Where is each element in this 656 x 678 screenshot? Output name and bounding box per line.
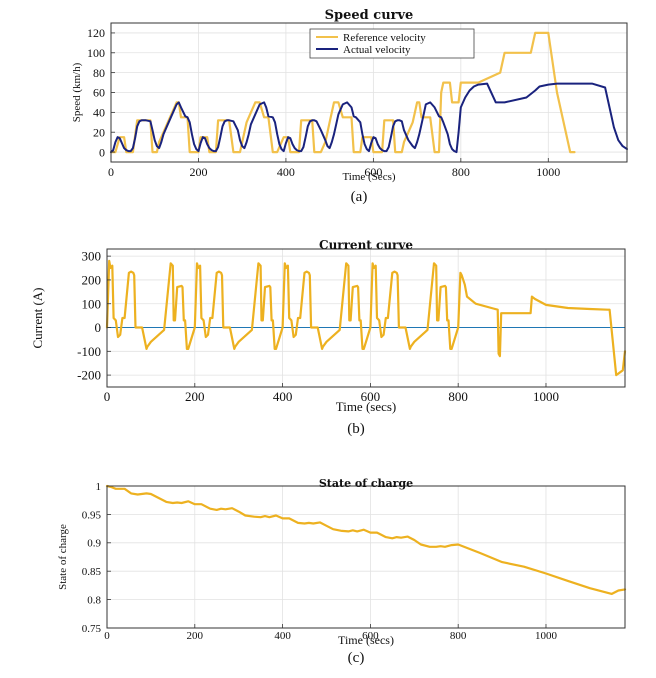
x-tick-label: 0 — [104, 630, 110, 642]
y-tick-label: 0.8 — [87, 594, 101, 606]
y-tick-label: 200 — [82, 272, 102, 287]
y-tick-label: 100 — [87, 46, 105, 60]
y-tick-label: 40 — [93, 106, 105, 120]
chart-title: Current curve — [319, 238, 413, 252]
series-line-1 — [105, 259, 627, 377]
y-tick-label: 80 — [93, 66, 105, 80]
y-tick-label: 0 — [99, 145, 105, 159]
x-tick-label: 400 — [274, 630, 291, 642]
y-tick-label: 0 — [95, 320, 102, 335]
panel-c: 0 200 400 600 800 1000 0.75 0.8 0.85 0.9 0.95 1 Stat… — [57, 477, 627, 666]
series-line-actual-velocity — [110, 82, 628, 154]
y-tick-label: 120 — [87, 26, 105, 40]
x-axis-label: Time (secs) — [336, 399, 397, 414]
y-tick-label: 60 — [93, 86, 105, 100]
legend-label: Actual velocity — [343, 44, 411, 56]
x-tick-label: 200 — [185, 389, 205, 404]
x-tick-label: 400 — [273, 389, 293, 404]
y-axis-label: State of charge — [57, 524, 69, 590]
x-tick-label: 600 — [361, 389, 381, 404]
chart-title: State of charge — [319, 477, 413, 490]
panel-b: 0 200 400 600 800 1000 -200 -100 0 100 200 300 Curre… — [30, 238, 627, 437]
x-axis-label: Time (secs) — [338, 633, 394, 647]
y-tick-label: -200 — [77, 368, 101, 383]
panel-a: 0 200 400 600 800 1000 0 20 40 60 80 100 120 Speed cu… — [71, 8, 628, 205]
y-tick-label: 1 — [96, 481, 102, 493]
y-tick-label: 0.75 — [82, 623, 102, 635]
plot-area — [107, 249, 625, 387]
x-tick-label: 200 — [187, 630, 204, 642]
panel-caption: (a) — [351, 189, 368, 205]
x-tick-label: 0 — [108, 165, 114, 179]
x-tick-label: 600 — [364, 165, 382, 179]
x-tick-label: 1000 — [533, 389, 559, 404]
y-tick-label: 20 — [93, 125, 105, 139]
x-axis-label: Time (Secs) — [342, 171, 395, 183]
x-tick-label: 800 — [452, 165, 470, 179]
x-tick-label: 1000 — [536, 165, 560, 179]
x-tick-label: 600 — [362, 630, 379, 642]
x-tick-label: 400 — [277, 165, 295, 179]
y-tick-label: 0.9 — [87, 538, 101, 550]
plot-area — [107, 486, 625, 628]
y-tick-label: 300 — [82, 249, 102, 264]
x-tick-label: 200 — [189, 165, 207, 179]
series-line-0 — [105, 484, 627, 596]
plot-frame — [106, 248, 626, 388]
panel-caption: (b) — [347, 421, 365, 437]
x-tick-label: 0 — [104, 389, 111, 404]
y-axis-label: Current (A) — [30, 287, 45, 348]
x-tick-label: 800 — [448, 389, 468, 404]
chart-title: Speed curve — [325, 8, 414, 23]
panel-caption: (c) — [348, 650, 365, 666]
y-tick-label: 100 — [82, 296, 102, 311]
x-tick-label: 1000 — [535, 630, 558, 642]
x-tick-label: 800 — [450, 630, 467, 642]
y-tick-label: 0.95 — [82, 509, 102, 521]
legend-label: Reference velocity — [343, 32, 426, 44]
y-tick-label: -100 — [77, 344, 101, 359]
legend-box — [309, 28, 475, 59]
y-axis-label: Speed (km/h) — [71, 62, 83, 122]
y-tick-label: 0.85 — [82, 566, 102, 578]
plot-frame — [106, 485, 626, 629]
